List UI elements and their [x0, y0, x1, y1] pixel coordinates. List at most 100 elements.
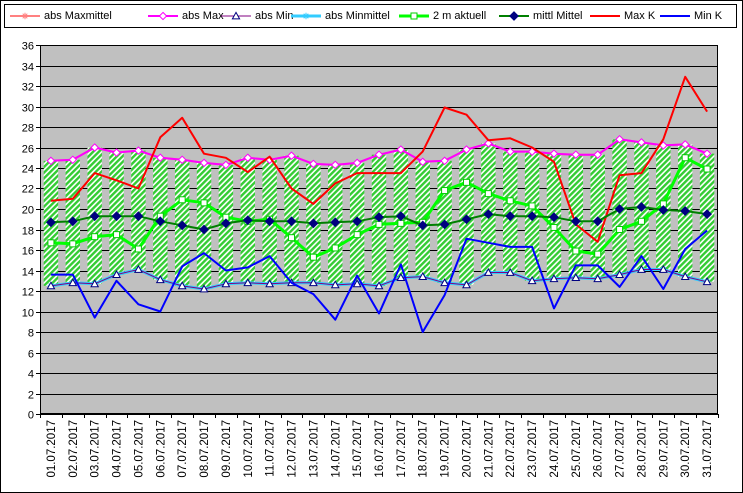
data-point [199, 284, 209, 293]
data-point [178, 196, 186, 204]
data-point [484, 190, 492, 198]
data-point [549, 212, 559, 223]
x-tick-label: 06.07.2017 [155, 420, 167, 478]
data-point [636, 202, 647, 212]
data-point [352, 279, 362, 288]
data-point [505, 211, 516, 222]
y-tick-label: 34 [22, 62, 34, 74]
y-tick-label: 26 [22, 144, 34, 156]
data-point [397, 219, 405, 227]
data-point [309, 253, 317, 261]
data-point [177, 220, 188, 231]
x-tick-label: 07.07.2017 [177, 420, 189, 478]
data-point [572, 247, 580, 255]
range-bar [568, 154, 584, 278]
legend-item-abs-minmittel: abs Minmittel [290, 5, 390, 27]
data-point [352, 158, 362, 168]
data-point [352, 216, 363, 227]
data-point [265, 279, 275, 288]
data-point [616, 226, 624, 233]
series-6 [50, 75, 708, 243]
data-point [220, 218, 231, 229]
data-point [702, 209, 712, 220]
data-point [593, 150, 603, 159]
data-point [417, 220, 428, 231]
data-point [221, 279, 231, 288]
x-tick-label: 29.07.2017 [658, 420, 670, 478]
data-point [549, 274, 559, 283]
data-point [155, 275, 165, 284]
y-tick-label: 10 [22, 308, 34, 320]
x-tick-label: 21.07.2017 [483, 420, 495, 478]
data-point [264, 216, 275, 227]
data-point [288, 234, 296, 242]
x-tick-label: 28.07.2017 [636, 420, 648, 478]
legend-swatch [590, 15, 620, 17]
y-tick-label: 36 [22, 41, 34, 53]
data-point [309, 159, 318, 169]
data-point [702, 277, 712, 286]
legend-label: abs Minmittel [325, 10, 390, 22]
data-point [46, 156, 56, 166]
y-tick-label: 24 [22, 164, 34, 176]
x-tick-label: 05.07.2017 [133, 420, 145, 478]
data-point [396, 273, 406, 282]
legend-item-mittl-mittel: mittl Mittel [498, 5, 583, 27]
x-tick-label: 20.07.2017 [461, 420, 473, 478]
data-point [462, 145, 471, 154]
data-point [703, 165, 711, 173]
data-point [67, 216, 78, 227]
data-point [111, 211, 122, 222]
data-point [374, 212, 384, 223]
data-point [47, 239, 55, 247]
legend-item-abs-maxmittel: abs Maxmittel [9, 5, 112, 27]
legend-item-2m-aktuell: 2 m aktuell [398, 5, 486, 27]
data-point [91, 233, 99, 241]
data-point [330, 280, 340, 289]
y-tick-label: 6 [28, 349, 34, 361]
legend-label: abs Maxmittel [44, 10, 112, 22]
data-point [68, 155, 78, 165]
x-tick-label: 12.07.2017 [287, 420, 299, 478]
data-point [155, 216, 166, 227]
y-tick-label: 18 [22, 226, 34, 238]
data-point [506, 197, 514, 205]
y-tick-label: 2 [28, 390, 34, 402]
data-point [231, 11, 241, 20]
data-point [702, 149, 712, 158]
data-point [177, 155, 187, 165]
data-point [308, 218, 319, 229]
range-bar [481, 143, 496, 273]
series-1 [46, 134, 712, 170]
series-2 [46, 264, 712, 293]
data-point [177, 281, 187, 290]
data-point [374, 281, 384, 290]
data-point [461, 214, 472, 225]
data-point [243, 278, 253, 287]
data-point [592, 216, 603, 227]
x-tick-label: 30.07.2017 [680, 420, 692, 478]
legend-item-max-k: Max K [589, 5, 655, 27]
data-point [680, 140, 690, 149]
x-tick-label: 10.07.2017 [243, 420, 255, 478]
data-point [134, 245, 142, 253]
data-point [330, 217, 341, 228]
x-tick-label: 04.07.2017 [112, 420, 124, 478]
x-tick-label: 24.07.2017 [549, 420, 561, 478]
legend-swatch [10, 12, 40, 20]
y-tick-label: 20 [22, 205, 34, 217]
y-tick-label: 32 [22, 82, 34, 94]
x-tick-label: 03.07.2017 [90, 420, 102, 478]
data-point [483, 267, 493, 276]
data-point [410, 12, 418, 20]
data-point [680, 272, 690, 281]
data-point [527, 276, 537, 285]
data-point [439, 219, 450, 230]
y-tick-label: 8 [28, 328, 34, 340]
x-tick-label: 15.07.2017 [352, 420, 364, 478]
x-tick-label: 18.07.2017 [418, 420, 430, 478]
y-tick-label: 12 [22, 287, 34, 299]
data-point [112, 269, 121, 278]
series-5 [46, 202, 712, 235]
